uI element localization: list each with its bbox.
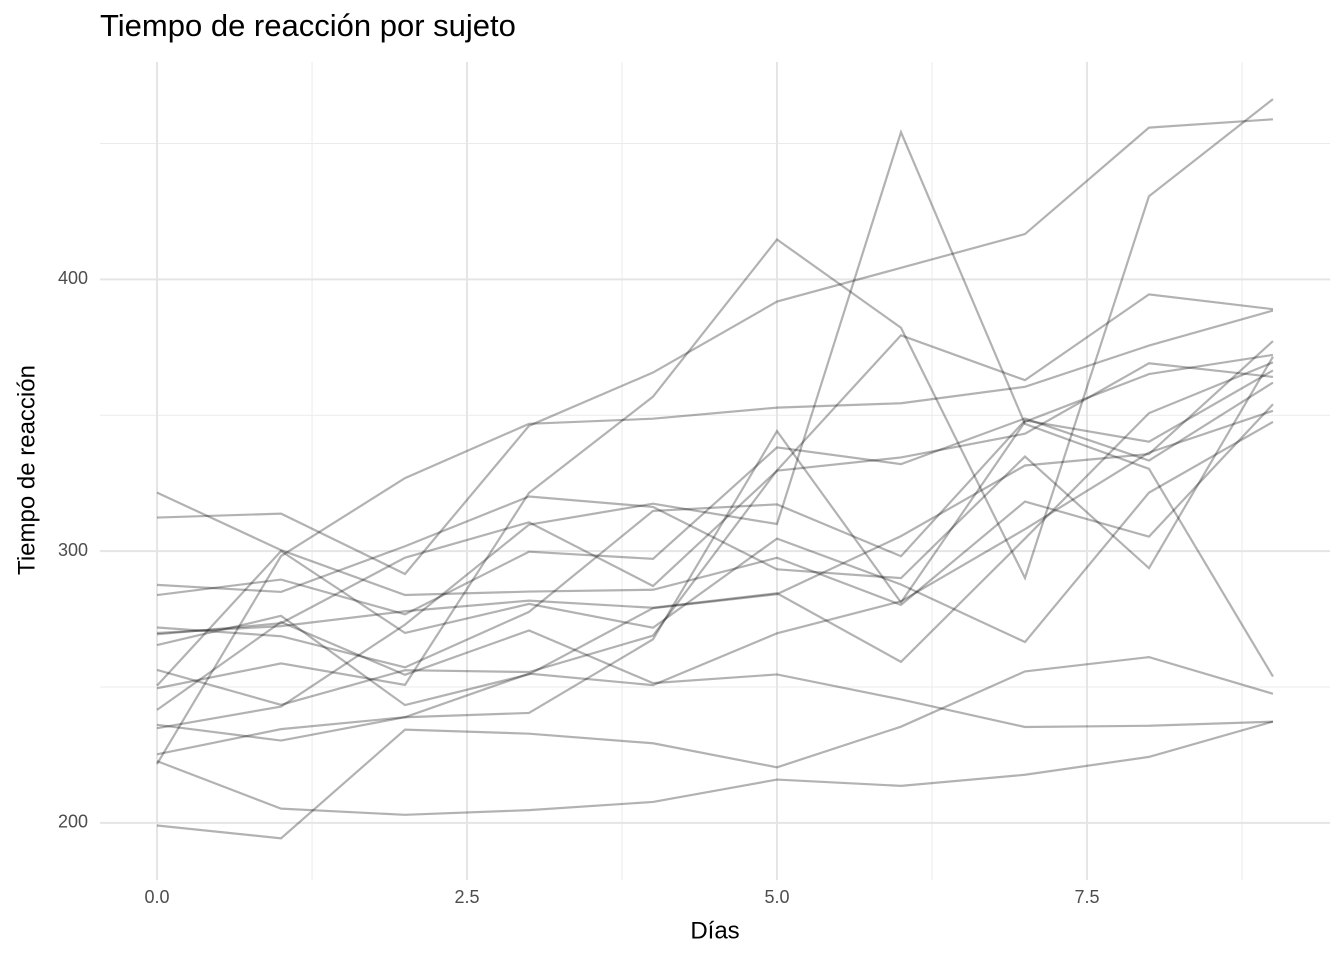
series-line: [156, 362, 1274, 636]
series-line: [156, 409, 1274, 742]
chart-title: Tiempo de reacción por sujeto: [100, 8, 516, 43]
x-tick-label: 7.5: [1074, 887, 1099, 907]
y-axis-label: Tiempo de reacción: [13, 365, 40, 575]
series-line: [156, 420, 1274, 687]
x-tick-label: 2.5: [455, 887, 480, 907]
series-line: [156, 98, 1274, 690]
series-line: [156, 361, 1274, 664]
series-line: [157, 118, 1274, 576]
series-line: [156, 369, 1274, 669]
series-line: [156, 293, 1274, 706]
series-line: [156, 353, 1274, 756]
y-tick-label: 300: [58, 540, 88, 560]
series-line: [156, 620, 1273, 729]
y-tick-label: 200: [58, 812, 88, 832]
x-axis-label: Días: [690, 917, 739, 944]
y-tick-label: 400: [58, 268, 88, 288]
series-line: [156, 129, 1274, 730]
series-line: [156, 720, 1274, 816]
x-tick-label: 5.0: [764, 887, 789, 907]
series-line: [156, 403, 1274, 607]
series-line: [156, 309, 1274, 765]
series-line: [156, 656, 1274, 840]
series-line: [156, 356, 1274, 594]
x-tick-label: 0.0: [145, 887, 170, 907]
series-line: [156, 381, 1274, 616]
series-line: [156, 340, 1274, 707]
